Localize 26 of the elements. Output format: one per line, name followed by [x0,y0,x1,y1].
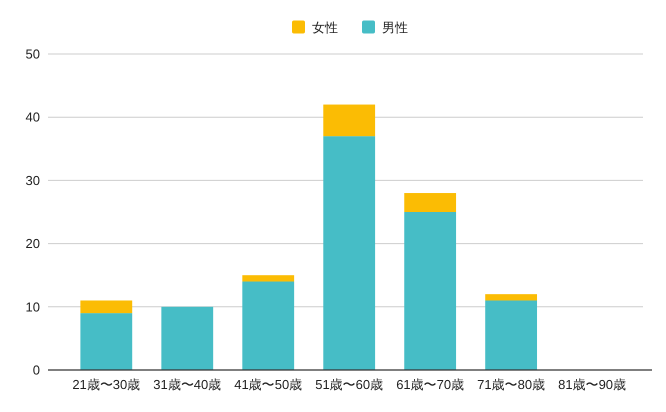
x-tick-label: 61歳〜70歳 [396,377,464,392]
bar [161,306,214,370]
x-tick-label: 31歳〜40歳 [153,377,222,392]
bar [404,212,456,370]
y-tick-label: 0 [32,362,40,378]
bar [242,275,294,282]
x-tick-label: 71歳〜80歳 [477,377,546,392]
bar [404,193,456,212]
bar [485,294,538,300]
x-tick-label: 51歳〜60歳 [315,377,384,392]
y-tick-label: 40 [26,110,40,125]
bar [242,282,294,370]
x-tick-label: 81歳〜90歳 [558,377,626,392]
bar [80,313,132,370]
x-tick-label: 41歳〜50歳 [234,377,302,392]
bar [485,300,538,370]
legend-label: 女性 [312,20,338,35]
y-tick-label: 50 [26,46,40,62]
y-tick-label: 20 [26,236,40,252]
bar [323,104,376,136]
legend-label: 男性 [382,20,408,35]
bar [80,300,132,314]
bar [323,136,376,370]
y-tick-label: 10 [26,299,40,314]
x-tick-label: 21歳〜30歳 [72,377,140,392]
y-tick-label: 30 [26,172,40,188]
